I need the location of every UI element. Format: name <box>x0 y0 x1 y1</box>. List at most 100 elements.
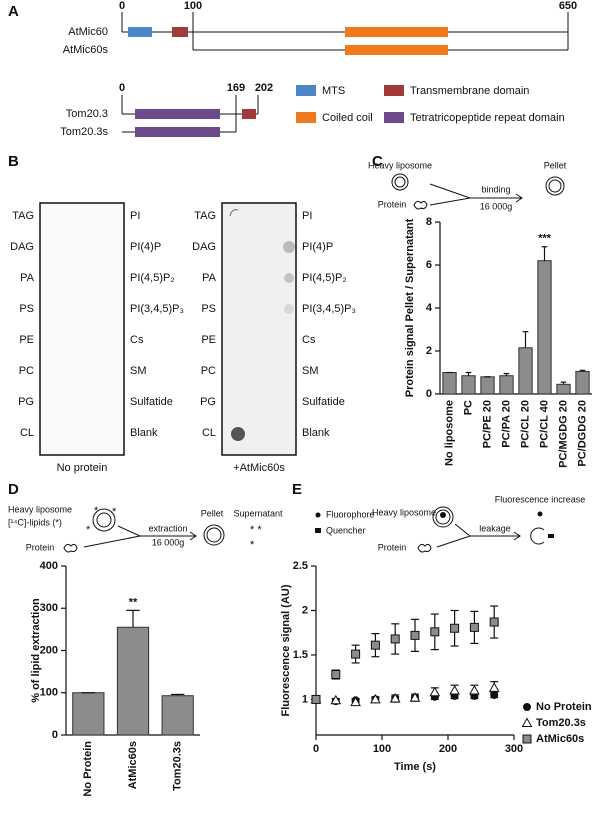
lipid-label: PS <box>19 303 34 315</box>
y-tick-label: 6 <box>426 259 432 271</box>
x-tick-label: No liposome <box>443 400 455 466</box>
arrow <box>436 523 521 548</box>
lipid-spot <box>283 241 295 253</box>
liposome <box>435 509 451 525</box>
bar <box>518 347 533 395</box>
lipid-spot <box>284 304 294 314</box>
liposome <box>391 173 409 191</box>
scheme-text: Supernatant <box>233 508 283 518</box>
y-tick-label: 1.5 <box>293 649 308 661</box>
y-tick-label: 0 <box>426 388 432 400</box>
data-point <box>351 649 361 659</box>
legend-swatch <box>296 112 316 123</box>
y-tick-label: 2 <box>302 604 308 616</box>
panel-label: E <box>292 481 302 498</box>
protein-name: AtMic60 <box>68 26 108 38</box>
legend-marker <box>522 734 532 744</box>
bar <box>575 370 590 395</box>
y-tick-label: 100 <box>40 687 58 699</box>
strip <box>39 202 125 456</box>
scheme-text: leakage <box>479 523 511 533</box>
data-point <box>409 692 421 702</box>
data-point <box>370 640 380 650</box>
position-label: 0 <box>119 82 125 94</box>
domain-coiled-coil <box>345 45 448 55</box>
y-tick-label: 4 <box>426 302 433 314</box>
legend-marker <box>521 717 533 727</box>
strip <box>221 202 297 456</box>
significance-label: *** <box>538 233 552 245</box>
x-tick-label: PC/MGDG 20 <box>557 400 569 468</box>
scheme-text: Fluorophore <box>326 509 375 519</box>
lipid-label: Sulfatide <box>130 396 173 408</box>
position-label: 0 <box>119 0 125 12</box>
data-point <box>469 622 479 632</box>
lipid-label: PI(4)P <box>130 241 161 253</box>
scheme-text: Protein <box>378 542 407 552</box>
lipid-label: PI(4,5)P₂ <box>130 272 175 284</box>
panel-label: D <box>8 481 19 498</box>
data-point <box>390 634 400 644</box>
asterisk-icon: * <box>250 539 255 551</box>
legend-swatch <box>384 85 404 96</box>
y-axis-label: Protein signal Pellet / Supernatant <box>404 218 416 397</box>
bar <box>537 260 552 395</box>
lipid-label: CL <box>20 427 34 439</box>
lipid-label: PI <box>130 210 140 222</box>
y-tick-label: 200 <box>40 644 58 656</box>
y-tick-label: 8 <box>426 216 432 228</box>
data-point <box>450 623 460 633</box>
lipid-label: Cs <box>130 334 144 346</box>
scheme-text: binding <box>481 184 510 194</box>
scheme-text: Heavy liposome <box>8 504 72 514</box>
bar <box>161 695 194 736</box>
strip-mark <box>229 209 239 217</box>
domain-diagram: 0 100 650 AtMic60 AtMic60s 0 169 202 Tom… <box>60 0 577 138</box>
domain-coiled-coil <box>345 27 448 37</box>
lipid-label: PI <box>302 210 312 222</box>
scheme-text: Quencher <box>326 525 366 535</box>
scheme-text: Pellet <box>201 508 224 518</box>
lipid-label: PI(3,4,5)P₃ <box>130 303 184 315</box>
legend-label: No Protein <box>536 701 592 713</box>
legend-label: Tom20.3s <box>536 717 586 729</box>
data-point <box>429 686 441 697</box>
data-point <box>389 693 401 703</box>
x-tick-label: PC <box>462 400 474 415</box>
fluorophore-icon <box>315 512 321 518</box>
data-point <box>331 670 341 680</box>
y-tick-label: 2.5 <box>293 560 308 572</box>
liposome <box>96 512 112 528</box>
y-tick-label: 0 <box>52 729 58 741</box>
data-point <box>430 627 440 637</box>
position-label: 100 <box>184 0 202 12</box>
lipid-label: PE <box>201 334 216 346</box>
liposome <box>548 179 562 193</box>
x-tick-label: PC/PA 20 <box>500 400 512 448</box>
strip-caption: +AtMic60s <box>233 462 285 474</box>
domain-mts <box>128 27 152 37</box>
lipid-spot <box>231 427 245 441</box>
x-tick-label: 300 <box>505 743 523 755</box>
scheme-extraction: Heavy liposome [¹⁴C]-lipids (*) * * * Pr… <box>8 504 283 553</box>
y-tick-label: 400 <box>40 560 58 572</box>
lipid-label: DAG <box>10 241 34 253</box>
domain-tm <box>242 109 256 119</box>
bar <box>499 375 514 395</box>
position-label: 202 <box>255 82 273 94</box>
lipid-label: TAG <box>194 210 216 222</box>
data-point <box>330 694 342 705</box>
liposome <box>206 527 222 543</box>
lipid-label: SM <box>302 365 319 377</box>
position-label: 650 <box>559 0 577 12</box>
y-axis-label: Fluorescence signal (AU) <box>280 584 292 716</box>
fluorophore-icon <box>440 512 446 518</box>
lipid-label: PA <box>20 272 35 284</box>
lipid-label: CL <box>202 427 216 439</box>
x-axis-label: Time (s) <box>394 761 436 773</box>
legend-label: MTS <box>322 85 345 97</box>
data-point <box>488 682 500 692</box>
position-label: 169 <box>227 82 245 94</box>
asterisk-icon: * <box>86 524 91 536</box>
